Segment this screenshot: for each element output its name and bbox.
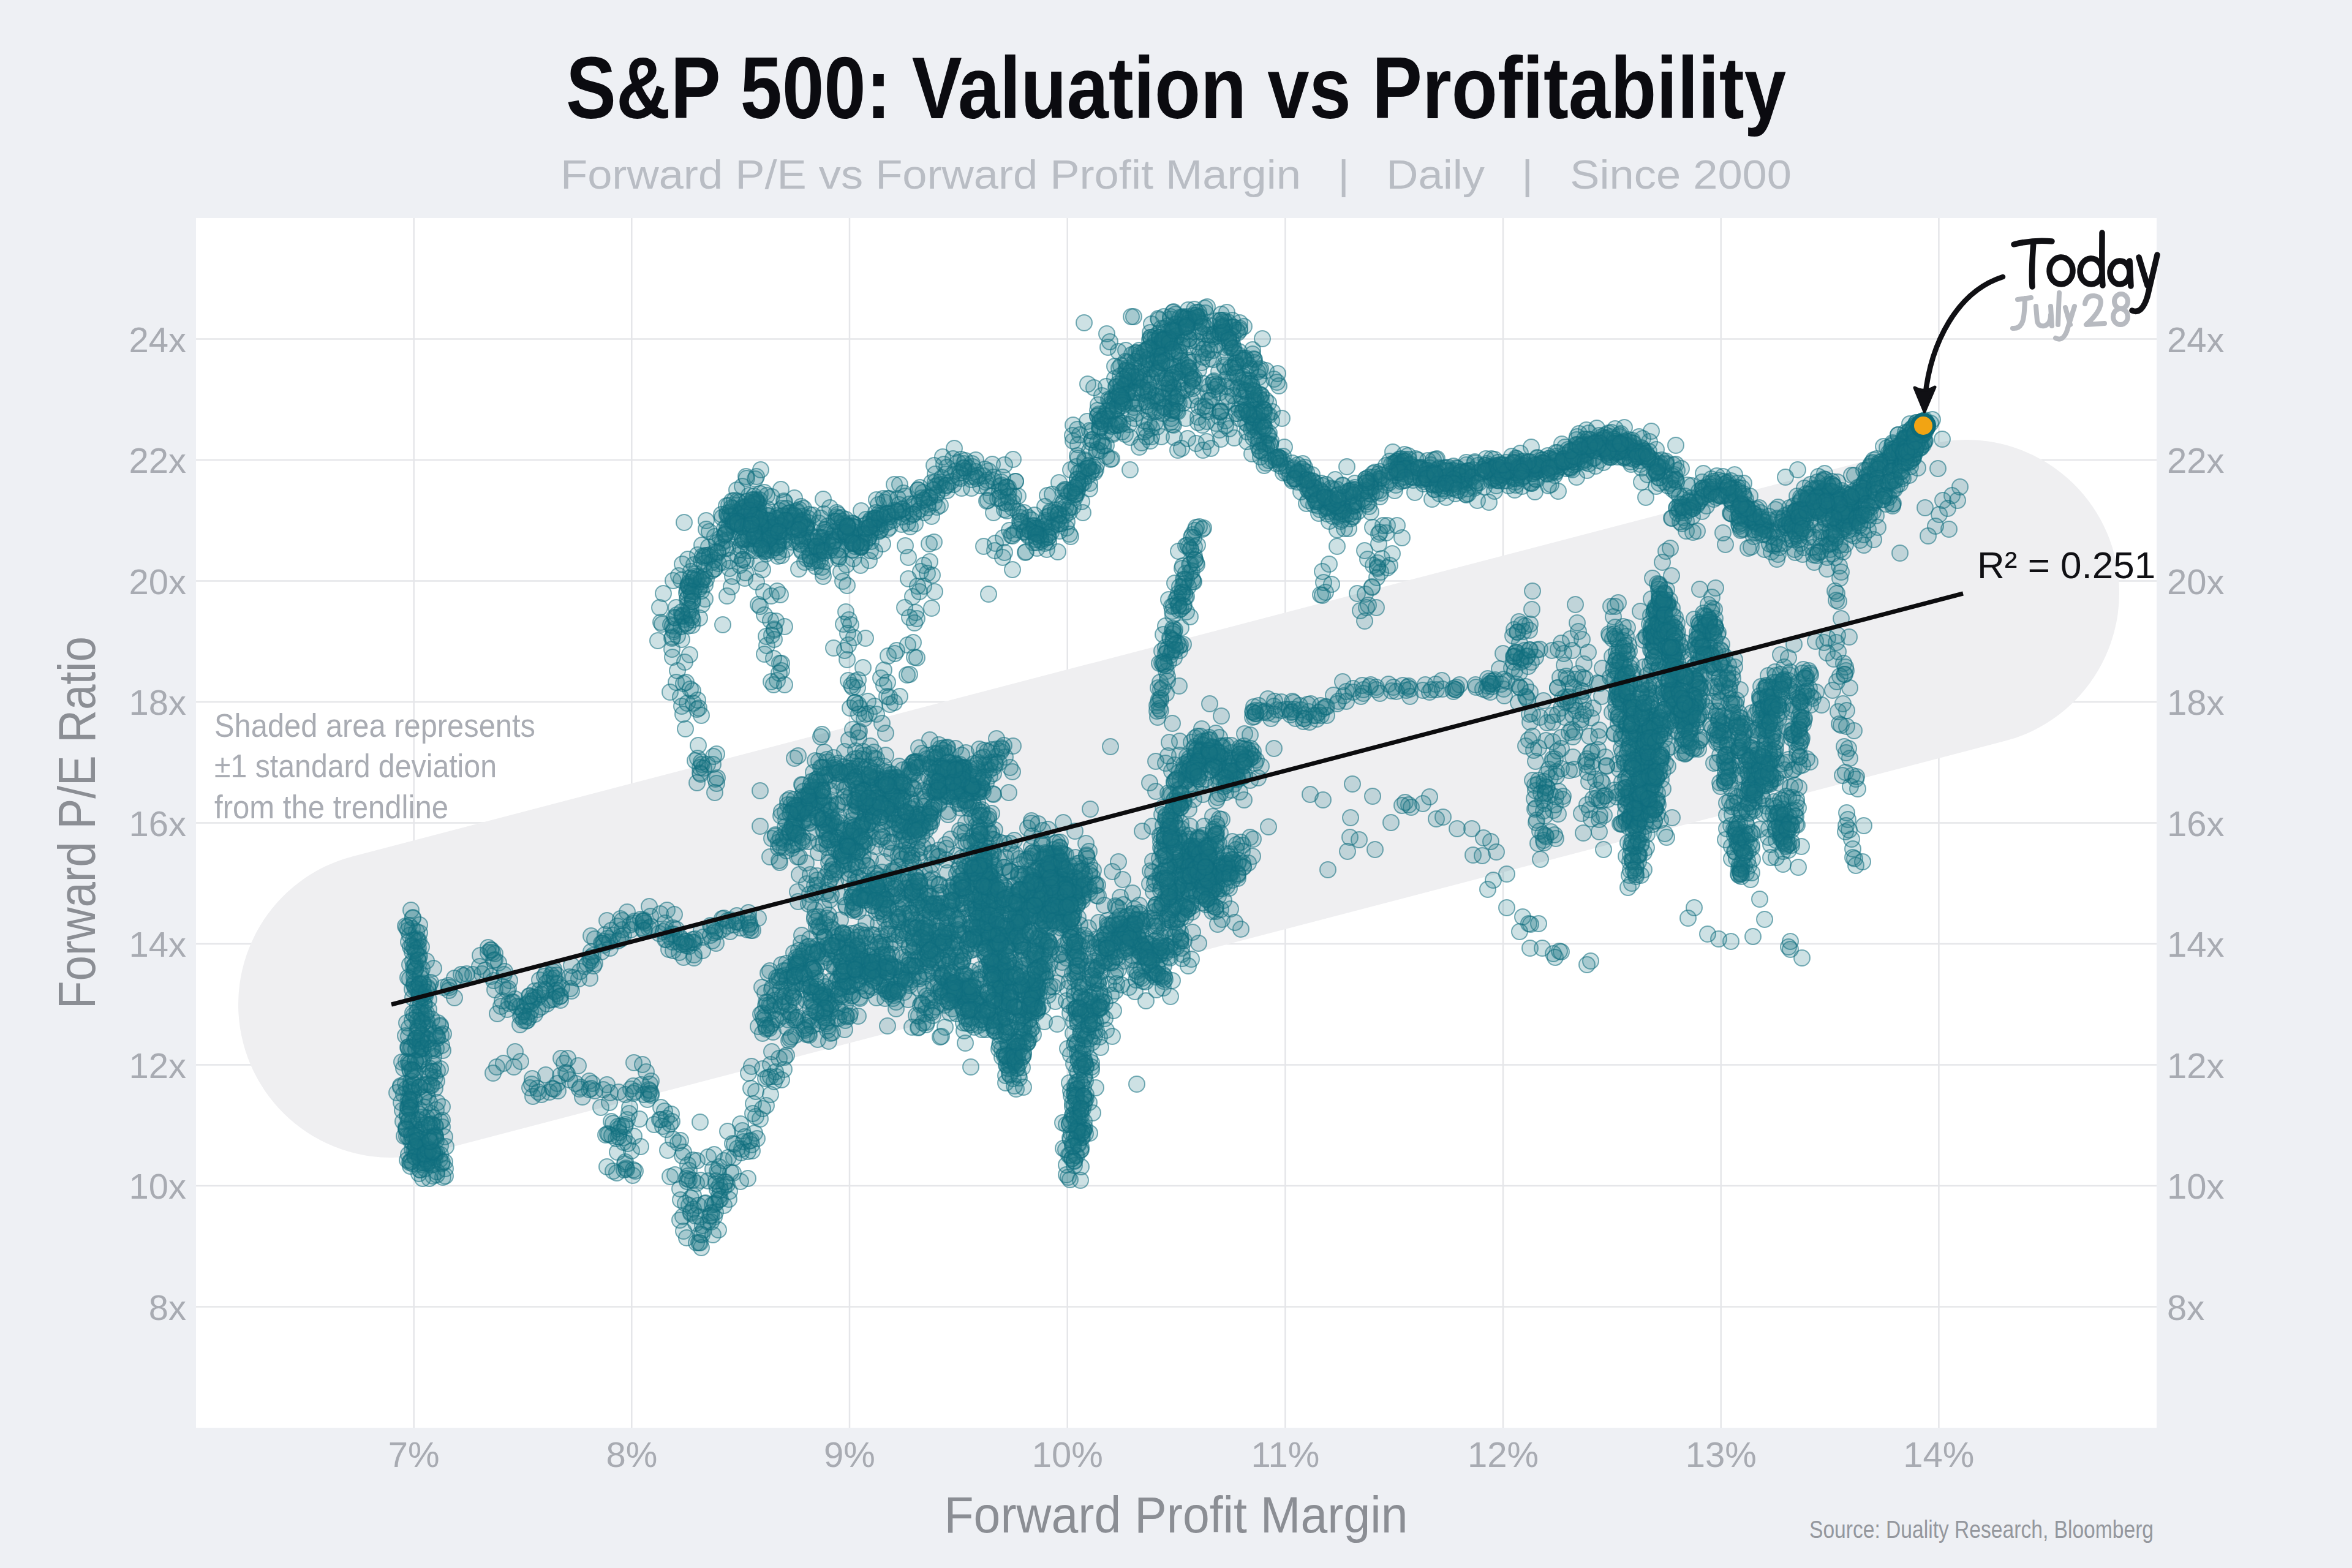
svg-text:10%: 10%: [1032, 1434, 1103, 1474]
svg-text:Forward Profit Margin: Forward Profit Margin: [944, 1486, 1408, 1544]
svg-text:8x: 8x: [149, 1287, 186, 1327]
svg-text:8%: 8%: [606, 1434, 657, 1474]
svg-text:8x: 8x: [2167, 1287, 2204, 1327]
svg-text:R² = 0.251: R² = 0.251: [1977, 544, 2155, 586]
svg-text:Forward P/E Ratio: Forward P/E Ratio: [47, 636, 106, 1009]
svg-text:22x: 22x: [2167, 440, 2225, 480]
svg-text:10x: 10x: [2167, 1166, 2225, 1206]
svg-text:16x: 16x: [2167, 804, 2225, 843]
svg-text:24x: 24x: [129, 320, 186, 360]
svg-text:12x: 12x: [129, 1046, 186, 1085]
svg-text:7%: 7%: [388, 1434, 440, 1474]
svg-text:12x: 12x: [2167, 1046, 2225, 1085]
svg-text:Shaded area represents: Shaded area represents: [214, 707, 535, 744]
svg-text:±1 standard deviation: ±1 standard deviation: [214, 747, 497, 784]
svg-text:14x: 14x: [2167, 924, 2225, 964]
svg-text:13%: 13%: [1686, 1434, 1757, 1474]
svg-text:from the trendline: from the trendline: [214, 788, 448, 825]
svg-text:14%: 14%: [1903, 1434, 1974, 1474]
svg-text:18x: 18x: [129, 682, 186, 722]
svg-text:10x: 10x: [129, 1166, 186, 1206]
svg-text:12%: 12%: [1468, 1434, 1539, 1474]
svg-text:20x: 20x: [129, 562, 186, 601]
svg-text:24x: 24x: [2167, 320, 2225, 360]
svg-text:16x: 16x: [129, 804, 186, 843]
svg-text:9%: 9%: [824, 1434, 875, 1474]
svg-text:22x: 22x: [129, 440, 186, 480]
svg-text:11%: 11%: [1251, 1434, 1320, 1474]
svg-text:Forward P/E vs Forward Profit: Forward P/E vs Forward Profit Margin | D…: [560, 152, 1792, 197]
svg-text:18x: 18x: [2167, 682, 2225, 722]
svg-text:S&P 500: Valuation vs Profitab: S&P 500: Valuation vs Profitability: [566, 39, 1786, 137]
svg-text:14x: 14x: [129, 924, 186, 964]
svg-text:Source: Duality Research, Bloo: Source: Duality Research, Bloomberg: [1809, 1516, 2154, 1543]
svg-text:20x: 20x: [2167, 562, 2225, 601]
